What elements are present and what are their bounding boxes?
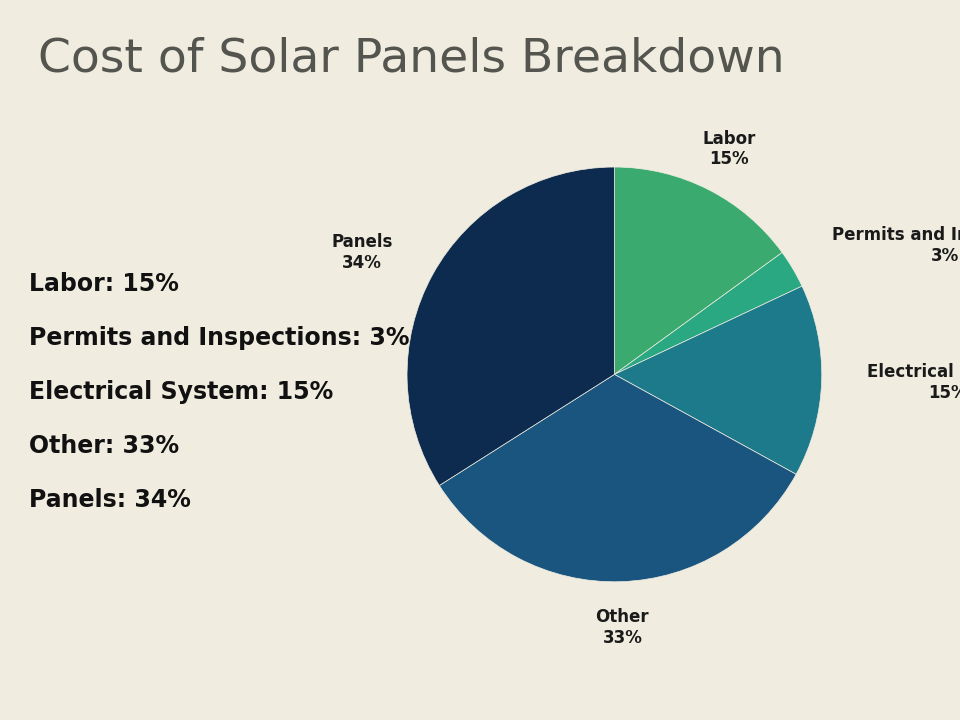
Text: Panels
34%: Panels 34% xyxy=(331,233,393,272)
Wedge shape xyxy=(614,253,802,374)
Wedge shape xyxy=(440,374,796,582)
Text: Electrical System
15%: Electrical System 15% xyxy=(867,363,960,402)
Text: Panels: 34%: Panels: 34% xyxy=(29,488,191,513)
Text: Labor
15%: Labor 15% xyxy=(703,130,756,168)
Text: Other
33%: Other 33% xyxy=(595,608,649,647)
Text: Permits and Inspections
3%: Permits and Inspections 3% xyxy=(832,226,960,265)
Text: Electrical System: 15%: Electrical System: 15% xyxy=(29,380,333,405)
Wedge shape xyxy=(614,286,822,474)
Text: Permits and Inspections: 3%: Permits and Inspections: 3% xyxy=(29,326,409,351)
Text: Cost of Solar Panels Breakdown: Cost of Solar Panels Breakdown xyxy=(38,36,785,81)
Wedge shape xyxy=(614,167,782,374)
Text: Other: 33%: Other: 33% xyxy=(29,434,179,459)
Text: Labor: 15%: Labor: 15% xyxy=(29,272,179,297)
Wedge shape xyxy=(407,167,614,485)
